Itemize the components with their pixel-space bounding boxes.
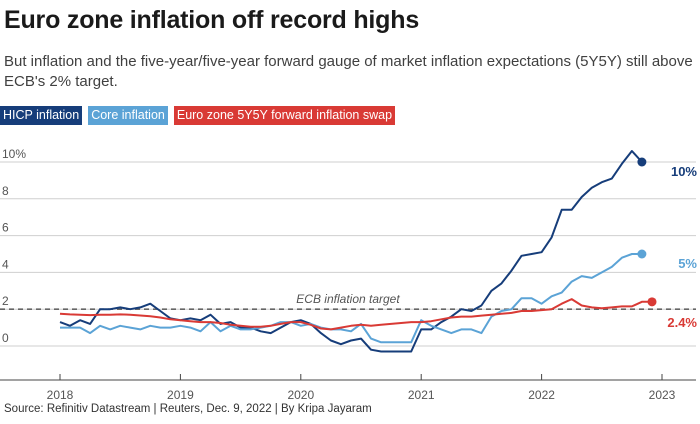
- legend-item-5y5y[interactable]: Euro zone 5Y5Y forward inflation swap: [173, 106, 396, 125]
- legend: HICP inflation Core inflation Euro zone …: [0, 106, 396, 125]
- series-end-label-1: 5%: [678, 256, 697, 271]
- x-tick-label-2021: 2021: [408, 388, 435, 402]
- y-tick-label-8: 8: [2, 184, 9, 198]
- x-tick-label-2022: 2022: [528, 388, 555, 402]
- y-tick-label-4: 4: [2, 257, 9, 271]
- series-end-dot-0: [637, 157, 647, 167]
- x-tick-label-2018: 2018: [47, 388, 74, 402]
- x-tick-label-2020: 2020: [287, 388, 314, 402]
- series-end-dot-1: [637, 249, 647, 259]
- series-line-2: [59, 298, 652, 331]
- chart-subtitle: But inflation and the five-year/five-yea…: [4, 53, 693, 90]
- chart-title: Euro zone inflation off record highs: [4, 6, 420, 34]
- x-tick-label-2019: 2019: [167, 388, 194, 402]
- series-line-0: [59, 150, 643, 353]
- series-end-label-2: 2.4%: [667, 315, 697, 330]
- series-line-1: [60, 253, 642, 344]
- y-tick-label-6: 6: [2, 221, 9, 235]
- series-end-dot-2: [647, 297, 657, 307]
- legend-item-hicp[interactable]: HICP inflation: [0, 106, 83, 125]
- ecb-target-label: ECB inflation target: [296, 292, 400, 306]
- series-end-label-0: 10%: [671, 164, 697, 179]
- y-tick-label-10: 10%: [2, 147, 26, 161]
- legend-item-core[interactable]: Core inflation: [88, 106, 168, 125]
- y-tick-label-0: 0: [2, 331, 9, 345]
- x-tick-label-2023: 2023: [649, 388, 676, 402]
- y-tick-label-2: 2: [2, 294, 9, 308]
- source-note: Source: Refinitiv Datastream | Reuters, …: [4, 403, 372, 415]
